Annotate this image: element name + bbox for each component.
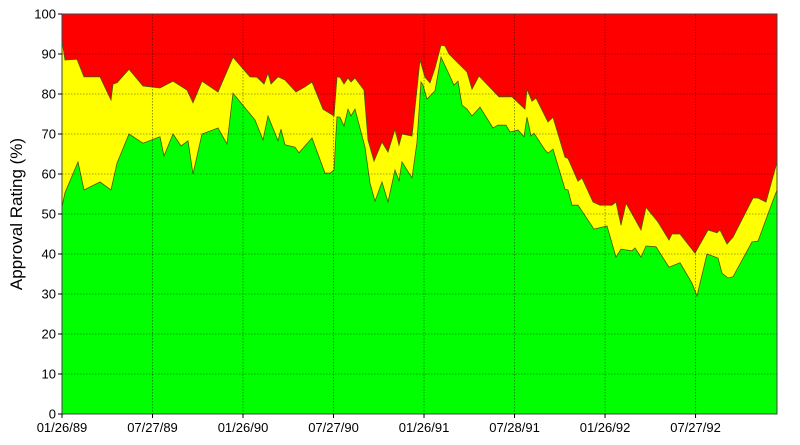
y-tick-label: 80	[42, 87, 56, 102]
x-tick-label: 01/26/92	[580, 420, 631, 435]
plot-area	[61, 13, 778, 415]
y-tick-label: 0	[49, 407, 56, 422]
x-tick-label: 01/26/89	[37, 420, 88, 435]
y-tick-label: 50	[42, 207, 56, 222]
x-tick-label: 01/26/91	[399, 420, 450, 435]
lower-area	[62, 57, 777, 414]
y-tick-label: 20	[42, 327, 56, 342]
x-axis-ticks: 01/26/89 07/27/89 01/26/90 07/27/90 01/26/91…	[37, 414, 721, 435]
y-axis-label: Approval Rating (%)	[7, 138, 26, 290]
x-tick-label: 07/28/91	[489, 420, 540, 435]
y-tick-label: 10	[42, 367, 56, 382]
y-axis-ticks: 0 10 20 30 40 50 60 70 80 90 100	[34, 7, 62, 422]
x-tick-label: 07/27/92	[670, 420, 721, 435]
y-tick-label: 30	[42, 287, 56, 302]
upper-boundary-line	[61, 39, 778, 254]
lower-boundary-line	[61, 55, 778, 298]
y-tick-label: 100	[34, 7, 56, 22]
x-tick-label: 07/27/90	[308, 420, 359, 435]
x-tick-label: 07/27/89	[127, 420, 178, 435]
x-tick-label: 01/26/90	[218, 420, 269, 435]
y-tick-label: 90	[42, 47, 56, 62]
y-tick-label: 60	[42, 167, 56, 182]
y-tick-label: 40	[42, 247, 56, 262]
y-tick-label: 70	[42, 127, 56, 142]
